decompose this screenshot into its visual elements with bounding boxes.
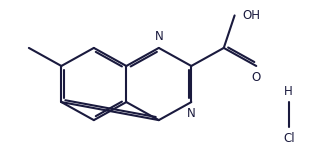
Text: OH: OH bbox=[242, 9, 261, 22]
Text: H: H bbox=[284, 85, 293, 98]
Text: N: N bbox=[187, 107, 196, 120]
Text: N: N bbox=[154, 30, 163, 43]
Text: OH: OH bbox=[242, 9, 261, 22]
Text: Cl: Cl bbox=[283, 132, 295, 145]
Text: O: O bbox=[252, 71, 261, 84]
Text: N: N bbox=[187, 107, 196, 120]
Text: Cl: Cl bbox=[283, 132, 295, 145]
Text: H: H bbox=[284, 85, 293, 98]
Text: O: O bbox=[252, 71, 261, 84]
Text: N: N bbox=[154, 30, 163, 43]
